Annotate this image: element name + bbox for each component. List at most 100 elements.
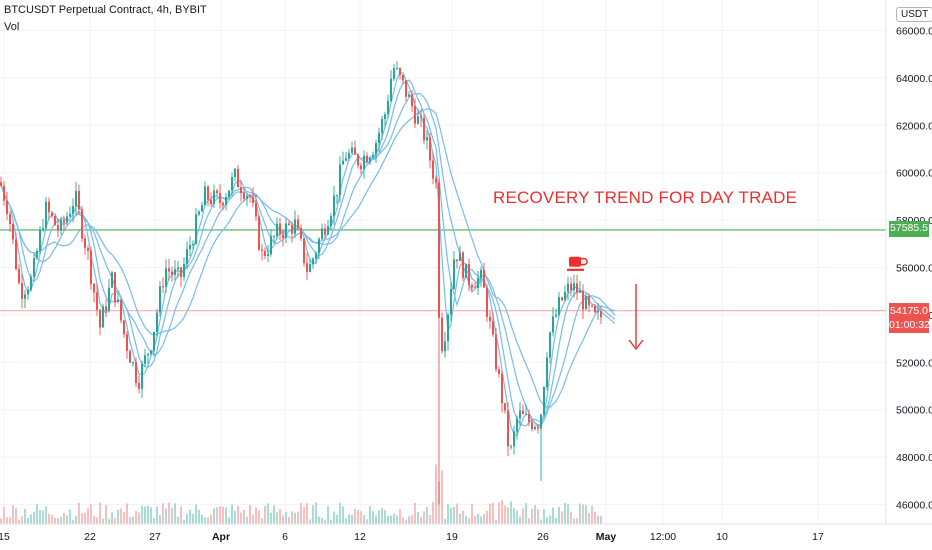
volume-bar [27, 517, 29, 524]
candle-body [249, 195, 251, 197]
volume-bar [576, 518, 578, 524]
volume-bar [462, 510, 464, 524]
volume-bar [180, 506, 182, 524]
candle-body [387, 100, 389, 115]
volume-bar [591, 505, 593, 524]
volume-bar [60, 516, 62, 524]
volume-bar [240, 512, 242, 524]
volume-bar [570, 512, 572, 524]
volume-bar [102, 518, 104, 524]
candle-body [231, 177, 233, 191]
volume-bar [129, 516, 131, 524]
volume-bar [354, 508, 356, 524]
candle-body [585, 296, 587, 310]
markers [567, 256, 644, 351]
candle-body [195, 214, 197, 244]
volume-bar [177, 516, 179, 524]
symbol-title[interactable]: BTCUSDT Perpetual Contract, 4h, BYBIT [4, 4, 207, 16]
y-tick-label: 66000.0 [896, 26, 932, 38]
x-tick-label: 27 [149, 531, 161, 543]
candle-body [54, 216, 56, 226]
volume-bar [381, 507, 383, 524]
volume-bar [138, 512, 140, 524]
volume-bar [3, 506, 5, 524]
y-tick-label: 56000.0 [896, 263, 932, 275]
volume-bar [369, 506, 371, 524]
candle-body [198, 211, 200, 215]
candle-body [324, 228, 326, 235]
volume-bar [342, 506, 344, 524]
volume-bar [219, 506, 221, 524]
volume-bar [486, 510, 488, 524]
volume-bar [519, 516, 521, 524]
volume-bar [420, 516, 422, 524]
candle-body [132, 362, 134, 364]
candle-body [219, 193, 221, 203]
candle-body [270, 236, 272, 255]
moving-average-line [0, 108, 616, 408]
candle-body [210, 199, 212, 204]
candle-body [39, 229, 41, 252]
volume-bar [405, 519, 407, 524]
volume-bar [444, 518, 446, 524]
y-tick-label: 62000.0 [896, 120, 932, 132]
volume-bar [258, 510, 260, 524]
volume-bar [87, 508, 89, 524]
candle-body [183, 263, 185, 278]
candle-body [258, 216, 260, 250]
horizontal-line[interactable] [0, 229, 886, 312]
volume-bar [126, 503, 128, 524]
x-tick-label: 19 [446, 531, 458, 543]
volume-bar [513, 508, 515, 524]
candle-body [486, 287, 488, 317]
volume-bar [471, 504, 473, 524]
volume-bar [315, 502, 317, 524]
volume-bar [390, 515, 392, 524]
currency-badge[interactable]: USDT [896, 7, 932, 22]
volume-bar [63, 512, 65, 524]
candle-body [261, 249, 263, 251]
candle-body [63, 219, 65, 223]
candle-body [579, 290, 581, 293]
candle-body [204, 186, 206, 206]
candle-body [96, 292, 98, 310]
x-tick-label: Apr [212, 531, 230, 543]
candle-body [33, 258, 35, 277]
volume-bar [51, 514, 53, 524]
volume-bar [123, 512, 125, 524]
candle-body [126, 334, 128, 351]
candle-body [75, 190, 77, 207]
annotation-text[interactable]: RECOVERY TREND FOR DAY TRADE [493, 188, 798, 207]
candle-body [462, 252, 464, 278]
volume-bar [135, 510, 137, 524]
candle-body [180, 267, 182, 278]
volume-label[interactable]: Vol [4, 21, 20, 33]
candle-body [333, 195, 335, 217]
candle-body [24, 294, 26, 299]
volume-bar [534, 505, 536, 524]
volume-bar [384, 510, 386, 524]
volume-bar [522, 508, 524, 524]
candle-body [534, 427, 536, 430]
volume-bar [459, 513, 461, 524]
candle-body [42, 228, 44, 230]
volume-bar [210, 514, 212, 524]
volume-bar [192, 513, 194, 524]
volume-bar [108, 518, 110, 524]
volume-bar [312, 505, 314, 524]
candle-body [3, 185, 5, 201]
volume-bar [204, 517, 206, 524]
volume-bar [75, 515, 77, 524]
volume-bar [279, 508, 281, 524]
volume-bar [324, 519, 326, 524]
volume-bar [552, 507, 554, 524]
volume-bar [456, 503, 458, 524]
volume-bar [249, 504, 251, 524]
volume-bar [237, 505, 239, 524]
candle-body [507, 410, 509, 447]
volume-bar [474, 515, 476, 524]
y-tick-label: 64000.0 [896, 73, 932, 85]
volume-bar [417, 512, 419, 524]
